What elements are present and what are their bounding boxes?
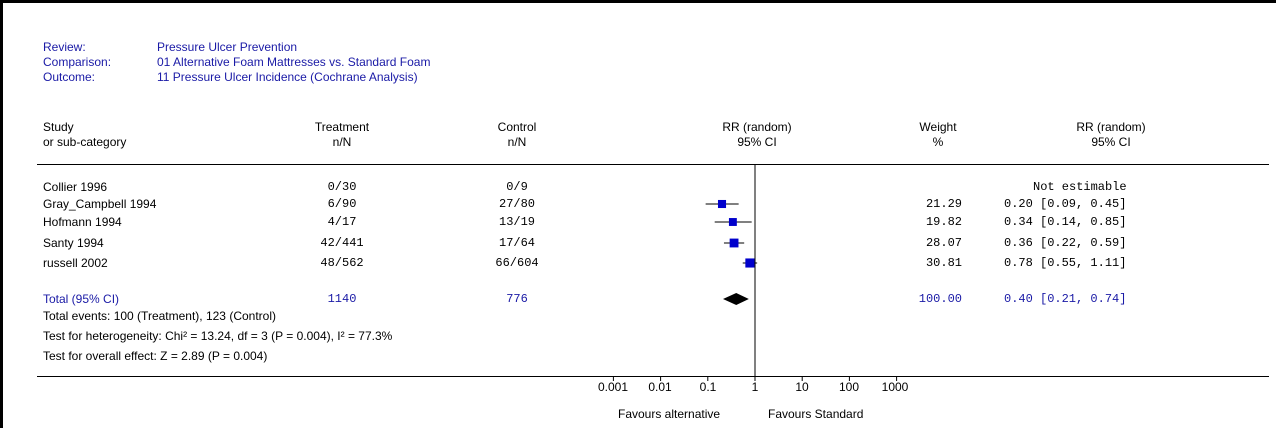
outcome-value: 11 Pressure Ulcer Incidence (Cochrane An… <box>157 70 418 84</box>
tick-label: 10 <box>795 380 809 394</box>
col-rr-subtitle: 95% CI <box>737 135 777 149</box>
row-control: 13/19 <box>498 215 536 229</box>
row-study: Collier 1996 <box>43 180 108 194</box>
row-study: Hofmann 1994 <box>43 215 122 229</box>
favours-right-label: Favours Standard <box>768 407 864 421</box>
col-weight-subtitle: % <box>932 135 944 149</box>
effect-square <box>745 258 755 268</box>
col-weight-title: Weight <box>919 120 957 134</box>
row-weight: 30.81 <box>925 256 962 270</box>
row-rr-text: 0.34 [0.14, 0.85] <box>1004 215 1127 229</box>
row-study: Gray_Campbell 1994 <box>43 197 157 211</box>
col-control-title: Control <box>497 120 537 134</box>
outcome-label: Outcome: <box>43 70 96 84</box>
heterogeneity-test: Test for heterogeneity: Chi² = 13.24, df… <box>43 329 393 343</box>
row-control: 17/64 <box>498 236 536 250</box>
tick-label: 1 <box>751 380 759 394</box>
row-control: 66/604 <box>495 256 539 270</box>
col-rrvalue-title: RR (random) <box>1076 120 1146 134</box>
row-rr-text: 0.36 [0.22, 0.59] <box>1004 236 1127 250</box>
review-value: Pressure Ulcer Prevention <box>157 40 298 54</box>
overall-effect-test: Test for overall effect: Z = 2.89 (P = 0… <box>43 349 268 363</box>
col-rrvalue-subtitle: 95% CI <box>1091 135 1131 149</box>
row-treatment: 0/30 <box>327 180 357 194</box>
col-study-title: Study <box>43 120 74 134</box>
row-treatment: 48/562 <box>320 256 364 270</box>
row-rr-text: 0.78 [0.55, 1.11] <box>1004 256 1127 270</box>
tick-label: 0.001 <box>597 380 629 394</box>
row-weight: 19.82 <box>925 215 962 229</box>
tick-label: 0.01 <box>648 380 672 394</box>
row-treatment: 4/17 <box>327 215 357 229</box>
row-rr-text: Not estimable <box>1033 180 1127 194</box>
row-weight: 21.29 <box>925 197 962 211</box>
row-weight: 28.07 <box>925 236 962 250</box>
effect-square <box>717 199 727 209</box>
effect-square <box>729 238 739 248</box>
comparison-value: 01 Alternative Foam Mattresses vs. Stand… <box>157 55 431 69</box>
total-control: 776 <box>506 292 528 306</box>
row-study: russell 2002 <box>43 256 108 270</box>
row-treatment: 6/90 <box>327 197 357 211</box>
total-treatment: 1140 <box>327 292 357 306</box>
favours-left-label: Favours alternative <box>618 407 721 421</box>
tick-label: 0.1 <box>699 380 717 394</box>
header-divider <box>37 164 1269 165</box>
row-control: 0/9 <box>506 180 528 194</box>
col-control-subtitle: n/N <box>507 135 527 149</box>
comparison-label: Comparison: <box>43 55 112 69</box>
review-label: Review: <box>43 40 86 54</box>
row-treatment: 42/441 <box>320 236 364 250</box>
total-rr-text: 0.40 [0.21, 0.74] <box>1004 292 1127 306</box>
bottom-divider <box>37 376 1269 377</box>
total-weight: 100.00 <box>918 292 962 306</box>
col-study-subtitle: or sub-category <box>43 135 127 149</box>
total-events: Total events: 100 (Treatment), 123 (Cont… <box>43 309 276 323</box>
col-rr-title: RR (random) <box>722 120 792 134</box>
col-treatment-subtitle: n/N <box>332 135 352 149</box>
total-label: Total (95% CI) <box>43 292 120 306</box>
col-treatment-title: Treatment <box>314 120 370 134</box>
tick-label: 1000 <box>881 380 909 394</box>
tick-label: 100 <box>838 380 860 394</box>
row-study: Santy 1994 <box>43 236 104 250</box>
row-rr-text: 0.20 [0.09, 0.45] <box>1004 197 1127 211</box>
pooled-diamond <box>723 293 749 305</box>
effect-square <box>728 218 737 226</box>
row-control: 27/80 <box>498 197 536 211</box>
